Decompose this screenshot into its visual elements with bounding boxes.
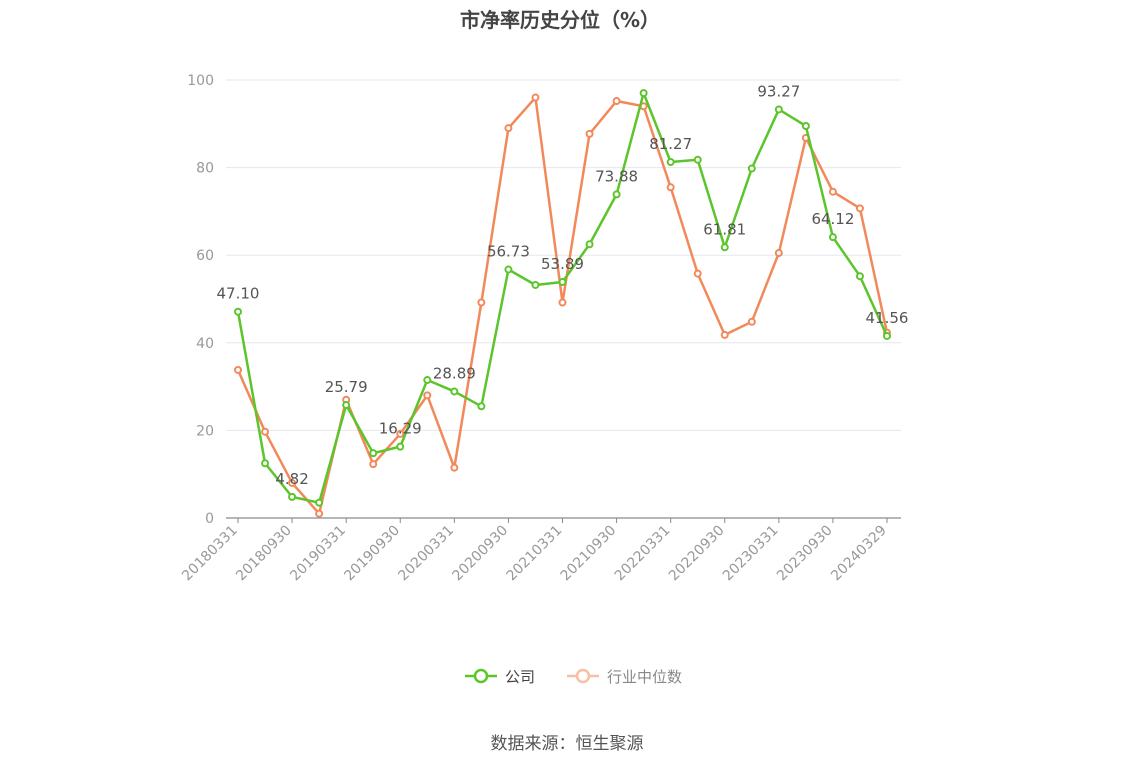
- x-tick-label: 20210930: [558, 523, 620, 585]
- data-point-industry: [612, 97, 621, 106]
- x-tick-label: 20240329: [828, 523, 890, 585]
- data-point-company: [477, 402, 486, 411]
- data-point-company: [234, 307, 242, 316]
- data-point-company: [558, 277, 567, 286]
- data-point-industry: [234, 365, 242, 374]
- data-point-industry: [558, 298, 567, 307]
- data-point-company: [261, 459, 270, 468]
- legend-label: 行业中位数: [607, 668, 682, 686]
- y-tick-label: 40: [196, 336, 214, 352]
- chart-title: 市净率历史分位（%）: [459, 8, 661, 32]
- data-point-company: [666, 158, 675, 167]
- x-tick-label: 20220331: [612, 523, 674, 585]
- data-point-industry: [774, 249, 783, 258]
- data-point-industry: [369, 460, 378, 469]
- x-tick-label: 20220930: [666, 523, 728, 585]
- data-label-layer: 47.10 4.82 25.79 16.29 28.89 56.73 53.89 73.88 8…: [217, 82, 909, 487]
- data-point-company: [828, 233, 837, 242]
- data-point-company: [639, 89, 648, 98]
- axis-layer: 0 20 40 60 80 100 2018033120180930201903312019…: [179, 73, 901, 584]
- data-source-note: 数据来源：恒生聚源: [490, 734, 644, 754]
- data-point-company: [883, 331, 891, 340]
- y-tick-label: 20: [196, 423, 214, 439]
- data-point-company: [531, 280, 540, 289]
- y-tick-label: 60: [196, 248, 214, 264]
- data-point-industry: [288, 478, 297, 487]
- data-point-industry: [396, 429, 405, 438]
- data-label: 25.79: [325, 378, 368, 396]
- data-point-industry: [693, 269, 702, 278]
- data-point-industry: [477, 298, 486, 307]
- data-point-industry: [261, 427, 270, 436]
- data-label: 56.73: [487, 243, 530, 261]
- x-tick-label: 20190930: [341, 523, 403, 585]
- data-point-industry: [666, 183, 675, 192]
- x-tick-label: 20230930: [774, 523, 836, 585]
- data-point-company: [315, 498, 324, 507]
- data-point-company: [342, 401, 351, 410]
- data-point-industry: [855, 204, 864, 213]
- data-point-industry: [531, 93, 540, 102]
- data-label: 41.56: [866, 309, 909, 327]
- data-label: 47.10: [217, 285, 260, 303]
- y-tick-label: 0: [205, 511, 214, 527]
- data-point-company: [288, 492, 297, 501]
- x-tick-label: 20210331: [504, 523, 566, 585]
- data-point-company: [396, 442, 405, 451]
- x-tick-label: 20200930: [450, 523, 512, 585]
- data-label: 16.29: [379, 420, 422, 438]
- x-tick-label: 20230331: [720, 523, 782, 585]
- x-tick-label: 20200331: [395, 523, 457, 585]
- data-point-company: [855, 272, 864, 281]
- y-tick-label: 100: [187, 73, 214, 89]
- data-point-company: [585, 240, 594, 249]
- series-layer: [234, 89, 891, 518]
- data-point-industry: [585, 129, 594, 138]
- data-point-company: [720, 243, 729, 252]
- legend-label: 公司: [505, 668, 535, 686]
- data-point-company: [504, 265, 513, 274]
- data-point-company: [801, 121, 810, 130]
- data-point-industry: [504, 124, 513, 133]
- data-point-company: [369, 449, 378, 458]
- legend: 公司 行业中位数: [465, 668, 682, 686]
- data-point-industry: [423, 391, 432, 400]
- data-label: 73.88: [595, 167, 638, 185]
- y-tick-label: 80: [196, 161, 214, 177]
- data-label: 64.12: [811, 210, 854, 228]
- data-point-industry: [450, 463, 459, 472]
- x-tick-label: 20180331: [179, 523, 241, 585]
- x-tick-label: 20190331: [287, 523, 349, 585]
- data-label: 81.27: [649, 135, 692, 153]
- data-point-company: [693, 155, 702, 164]
- data-label: 93.27: [757, 82, 800, 100]
- data-label: 53.89: [541, 255, 584, 273]
- data-point-company: [450, 387, 459, 396]
- data-point-industry: [828, 187, 837, 196]
- data-label: 61.81: [703, 220, 746, 238]
- data-point-company: [747, 164, 756, 173]
- data-label: 28.89: [433, 364, 476, 382]
- data-point-industry: [315, 509, 324, 518]
- data-label: 4.82: [275, 470, 308, 488]
- data-point-company: [423, 376, 432, 385]
- legend-marker: [575, 668, 591, 684]
- data-point-company: [774, 105, 783, 114]
- legend-marker: [473, 668, 489, 684]
- data-point-industry: [720, 330, 729, 339]
- data-point-company: [612, 190, 621, 199]
- data-point-industry: [747, 317, 756, 326]
- x-tick-label: 20180930: [233, 523, 295, 585]
